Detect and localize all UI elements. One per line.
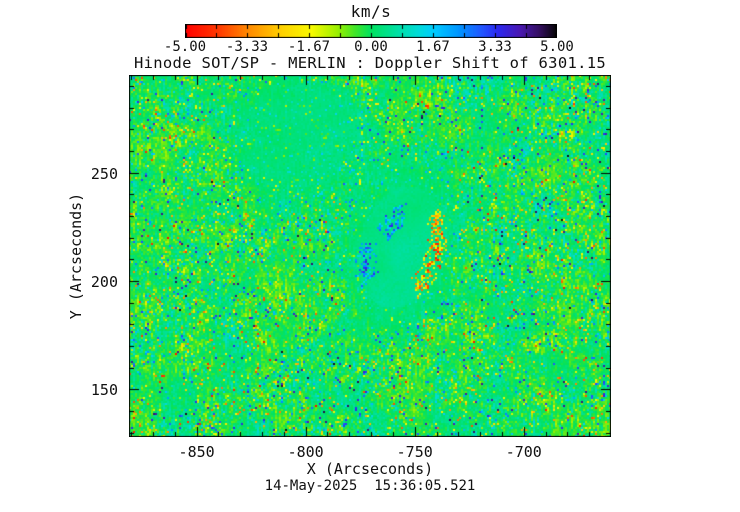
- x-tick-label: -750: [396, 443, 433, 461]
- colorbar-tick-label: 0.00: [354, 39, 388, 55]
- y-tick-label: 200: [90, 272, 118, 291]
- doppler-heatmap-canvas: [129, 75, 611, 437]
- colorbar-tick-label: 5.00: [540, 39, 574, 55]
- colorbar-tick-label: 3.33: [478, 39, 512, 55]
- y-axis-tick-labels: 250 200 150: [0, 75, 123, 437]
- y-tick-label: 150: [90, 381, 118, 400]
- colorbar-tick-labels: -5.00 -3.33 -1.67 0.00 1.67 3.33 5.00: [164, 39, 574, 55]
- colorbar-title: km/s: [350, 2, 392, 21]
- colorbar-tick-label: -1.67: [287, 39, 331, 55]
- plot-title: Hinode SOT/SP - MERLIN : Doppler Shift o…: [134, 54, 606, 72]
- colorbar: [185, 24, 557, 38]
- timestamp: 14-May-2025 15:36:05.521: [264, 478, 476, 494]
- x-tick-label: -850: [178, 443, 215, 461]
- colorbar-tick-label: -5.00: [163, 39, 207, 55]
- x-tick-label: -800: [287, 443, 324, 461]
- x-axis-tick-labels: -850 -800 -750 -700: [129, 443, 611, 461]
- colorbar-tick-label: -3.33: [225, 39, 269, 55]
- y-tick-label: 250: [90, 164, 118, 183]
- x-axis-label: X (Arcseconds): [306, 460, 434, 478]
- colorbar-tick-label: 1.67: [416, 39, 450, 55]
- x-tick-label: -700: [505, 443, 542, 461]
